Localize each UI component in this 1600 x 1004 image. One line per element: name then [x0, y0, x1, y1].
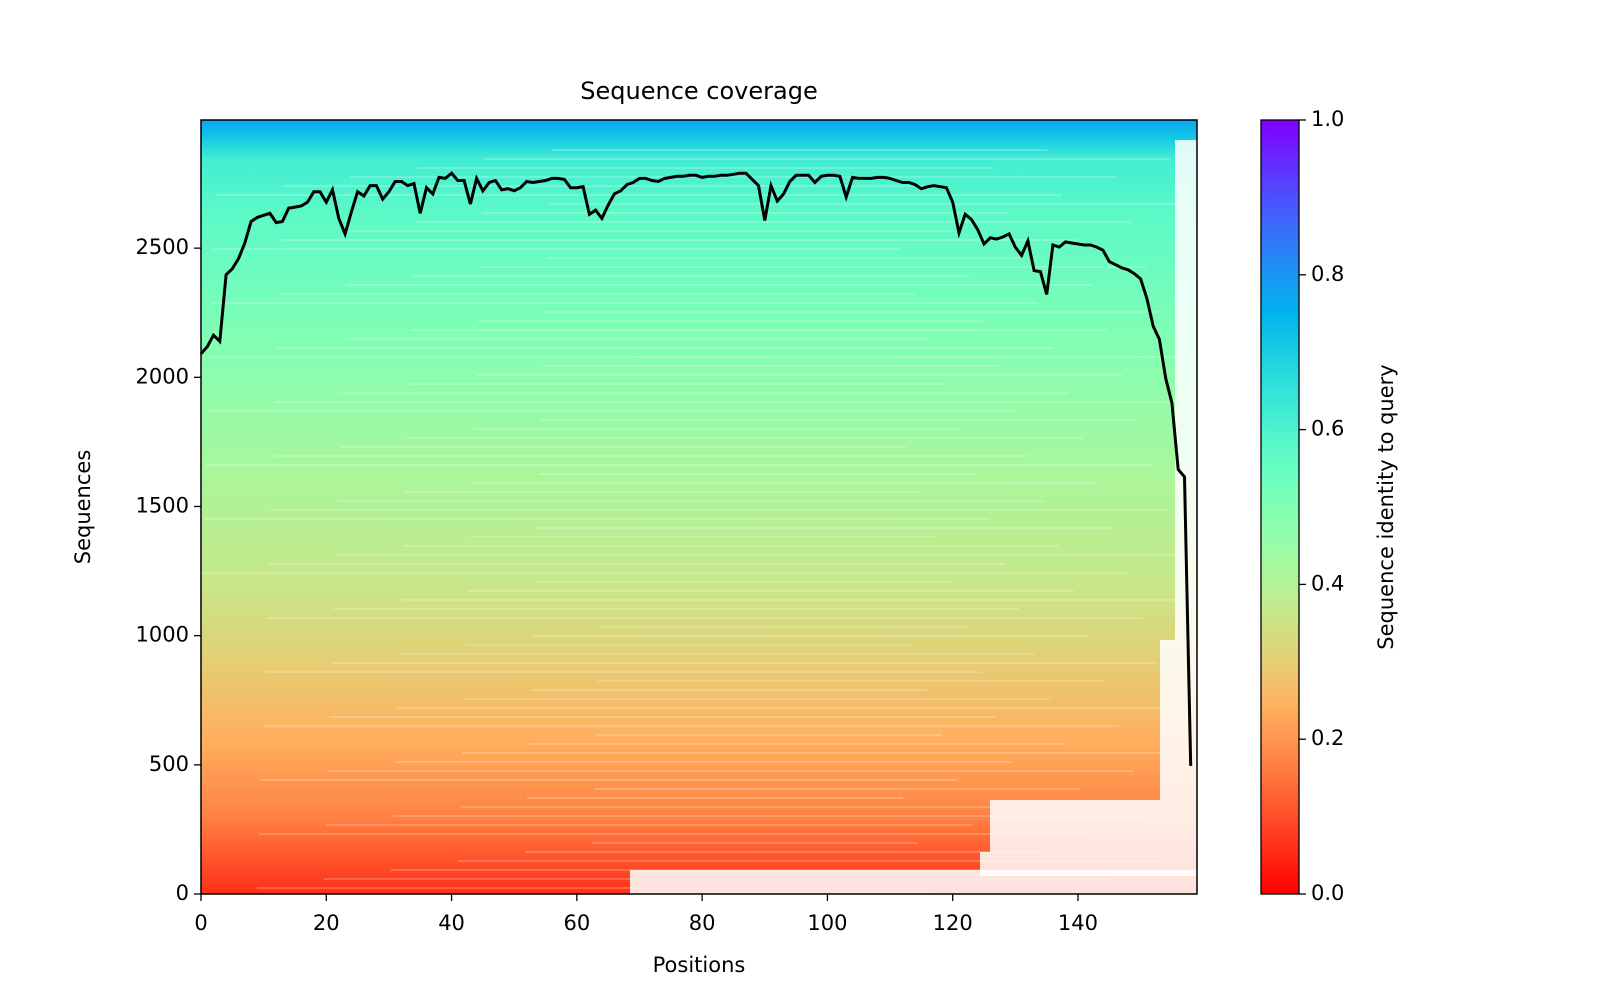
- colorbar-label: Sequence identity to query: [1374, 364, 1398, 649]
- alignment-gap: [1160, 640, 1197, 800]
- y-tick-label: 1000: [136, 623, 189, 647]
- colorbar-tick-label: 0.6: [1311, 417, 1344, 441]
- x-tick-label: 100: [807, 911, 847, 935]
- y-axis-label: Sequences: [71, 450, 95, 565]
- colorbar-tick-label: 0.4: [1311, 571, 1344, 595]
- x-tick-label: 80: [689, 911, 716, 935]
- coverage-heatmap: [201, 120, 1197, 894]
- alignment-gap: [1175, 140, 1197, 640]
- x-tick-label: 40: [438, 911, 465, 935]
- plot-area: [201, 120, 1197, 894]
- x-tick-label: 120: [933, 911, 973, 935]
- colorbar-tick-label: 0.8: [1311, 262, 1344, 286]
- x-tick-label: 60: [563, 911, 590, 935]
- x-tick-label: 0: [194, 911, 207, 935]
- y-tick-label: 2000: [136, 364, 189, 388]
- y-tick-label: 500: [149, 752, 189, 776]
- chart-title: Sequence coverage: [580, 77, 817, 105]
- colorbar-tick-label: 0.0: [1311, 881, 1344, 905]
- alignment-gap: [630, 870, 1197, 894]
- y-tick-label: 1500: [136, 493, 189, 517]
- y-tick-label: 2500: [136, 235, 189, 259]
- x-axis-label: Positions: [653, 953, 746, 977]
- x-tick-label: 140: [1058, 911, 1098, 935]
- y-tick-label: 0: [176, 881, 189, 905]
- colorbar-tick-label: 0.2: [1311, 726, 1344, 750]
- colorbar: [1260, 119, 1300, 895]
- alignment-gap: [990, 800, 1197, 852]
- colorbar-tick-label: 1.0: [1311, 107, 1344, 131]
- coverage-line: [199, 171, 1193, 766]
- x-tick-label: 20: [313, 911, 340, 935]
